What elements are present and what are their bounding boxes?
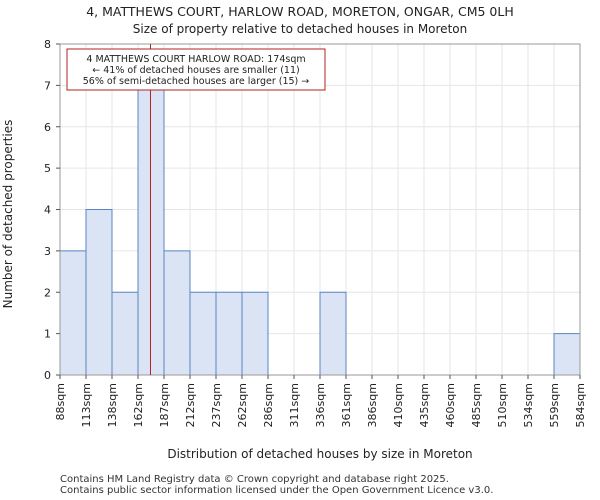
y-tick-label: 2	[44, 286, 51, 299]
bar	[189, 291, 217, 376]
chart-title: 4, MATTHEWS COURT, HARLOW ROAD, MORETON,…	[86, 4, 514, 19]
y-tick-label: 7	[44, 79, 51, 92]
bar	[319, 291, 347, 376]
y-tick-label: 6	[44, 121, 51, 134]
chart: 4, MATTHEWS COURT, HARLOW ROAD, MORETON,…	[1, 4, 587, 461]
annotation-line-1: 4 MATTHEWS COURT HARLOW ROAD: 174sqm	[86, 54, 305, 65]
x-tick-label: 485sqm	[470, 383, 483, 427]
x-tick-label: 162sqm	[132, 383, 145, 427]
x-tick-label: 410sqm	[392, 383, 405, 427]
annotation-border	[66, 48, 326, 91]
bar	[241, 291, 269, 376]
x-tick-label: 386sqm	[366, 383, 379, 427]
bar	[553, 333, 581, 376]
footer-line-1: Contains HM Land Registry data © Crown c…	[60, 474, 449, 485]
x-tick-label: 113sqm	[80, 383, 93, 427]
bar	[137, 84, 165, 376]
x-tick-label: 361sqm	[340, 383, 353, 427]
bar	[111, 291, 139, 376]
x-tick-label: 88sqm	[54, 383, 67, 420]
y-tick-label: 5	[44, 162, 51, 175]
x-tick-label: 187sqm	[158, 383, 171, 427]
x-tick-label: 286sqm	[262, 383, 275, 427]
x-axis-label: Distribution of detached houses by size …	[167, 447, 472, 461]
x-tick-label: 559sqm	[548, 383, 561, 427]
bars	[59, 84, 581, 376]
x-tick-label: 311sqm	[288, 383, 301, 427]
x-tick-label: 262sqm	[236, 383, 249, 427]
annotation-box: 4 MATTHEWS COURT HARLOW ROAD: 174sqm ← 4…	[66, 48, 326, 91]
bar	[163, 250, 191, 376]
x-ticks: 88sqm 113sqm 138sqm 162sqm 187sqm 212sqm 237sq…	[54, 375, 587, 427]
annotation-line-3: 56% of semi-detached houses are larger (…	[83, 76, 310, 87]
bar	[85, 209, 113, 376]
x-tick-label: 138sqm	[106, 383, 119, 427]
x-tick-label: 336sqm	[314, 383, 327, 427]
chart-subtitle: Size of property relative to detached ho…	[133, 22, 467, 36]
y-tick-label: 4	[44, 204, 51, 217]
x-tick-label: 534sqm	[522, 383, 535, 427]
x-tick-label: 510sqm	[496, 383, 509, 427]
x-tick-label: 237sqm	[210, 383, 223, 427]
y-tick-label: 8	[44, 38, 51, 51]
y-ticks: 0 1 2 3 4 5 6 7 8	[44, 38, 60, 382]
x-tick-label: 584sqm	[574, 383, 587, 427]
annotation-line-2: ← 41% of detached houses are smaller (11…	[92, 65, 299, 76]
x-tick-label: 212sqm	[184, 383, 197, 427]
x-tick-label: 435sqm	[418, 383, 431, 427]
y-tick-label: 0	[44, 369, 51, 382]
x-tick-label: 460sqm	[444, 383, 457, 427]
y-axis-label: Number of detached properties	[1, 120, 15, 309]
footer-line-2: Contains public sector information licen…	[60, 485, 494, 496]
bar	[59, 250, 87, 376]
y-tick-label: 1	[44, 328, 51, 341]
y-tick-label: 3	[44, 245, 51, 258]
bar	[215, 291, 243, 376]
